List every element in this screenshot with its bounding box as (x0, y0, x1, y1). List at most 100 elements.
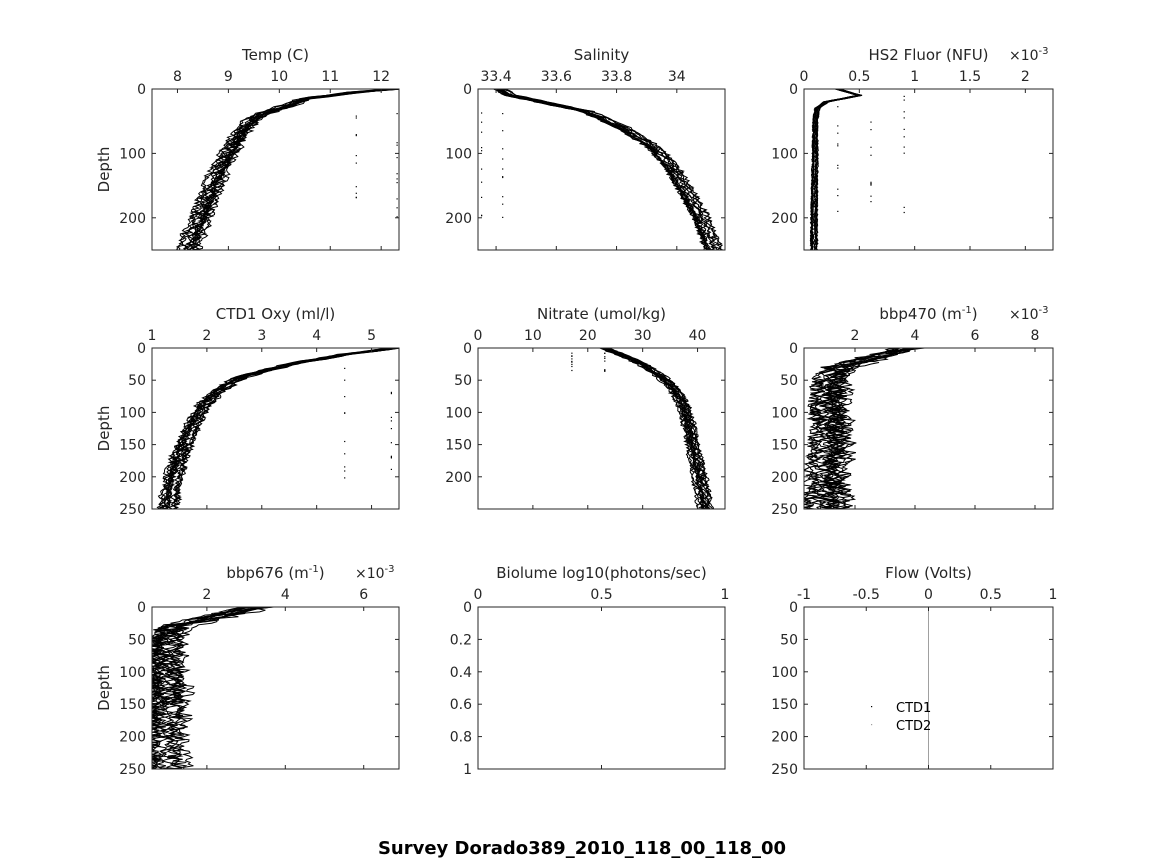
outlier-point (502, 168, 504, 170)
x-tick-label: 5 (367, 328, 376, 344)
outlier-point (870, 121, 872, 123)
outlier-point (344, 466, 346, 468)
outlier-point (396, 178, 398, 180)
outlier-point (502, 216, 504, 218)
y-tick-label: 200 (119, 470, 146, 486)
outlier-point (837, 188, 839, 190)
y-tick-label: 150 (119, 438, 146, 454)
profile-cast (156, 348, 392, 509)
profile-cast (192, 89, 399, 250)
outlier-point (903, 206, 905, 208)
outlier-point (396, 207, 398, 209)
subplot-title: Salinity (574, 46, 630, 64)
outlier-point (481, 168, 483, 170)
y-tick-label: 0 (463, 82, 472, 98)
outlier-point (396, 198, 398, 200)
outlier-point (481, 121, 483, 123)
x-tick-label: 8 (1031, 328, 1040, 344)
plot-area (809, 89, 905, 250)
outlier-point (344, 379, 346, 381)
outlier-point (355, 135, 357, 137)
subplot-title: CTD1 Oxy (ml/l) (216, 305, 336, 323)
x-tick-label: 0.5 (980, 587, 1002, 603)
exponent-label: ×10-3 (1009, 305, 1049, 323)
outlier-point (390, 442, 392, 444)
outlier-point (355, 196, 357, 198)
axes-box (803, 88, 1054, 251)
subplot: 0 0.5 1 1.5 2 0 100 200 HS2 Fluor (NFU) ×10-3 (771, 46, 1054, 251)
y-tick-label: 0.4 (450, 665, 472, 681)
x-tick-label: 2 (202, 587, 211, 603)
outlier-point (481, 181, 483, 183)
outlier-point (344, 453, 346, 455)
outlier-point (903, 152, 905, 154)
x-tick-label: 11 (321, 69, 339, 85)
subplot: 33.4 33.6 33.8 34 0 100 200 Salinity (445, 46, 726, 251)
subplot: 2 4 6 0 50 100 150 200 250 bbp676 (m-1) ×10-3 Depth (95, 564, 400, 778)
outlier-point (604, 360, 606, 362)
y-axis-label: Depth (95, 406, 113, 452)
axes-box (151, 88, 400, 251)
profile-cast (602, 348, 707, 509)
outlier-point (396, 157, 398, 159)
legend-entry: CTD2 (896, 719, 931, 734)
y-tick-label: 250 (119, 762, 146, 778)
exponent-label: ×10-3 (355, 564, 395, 582)
x-tick-label: 34 (668, 69, 686, 85)
x-tick-label: 6 (359, 587, 368, 603)
y-tick-label: 150 (771, 438, 798, 454)
subplot-title: Nitrate (umol/kg) (537, 305, 666, 323)
outlier-point (870, 146, 872, 148)
outlier-point (837, 195, 839, 197)
outlier-point (344, 412, 346, 414)
axes-box (151, 347, 400, 510)
outlier-point (502, 130, 504, 132)
outlier-point (355, 155, 357, 157)
y-tick-label: 50 (128, 632, 146, 648)
profile-cast (176, 89, 391, 250)
y-tick-label: 0.2 (450, 632, 472, 648)
y-tick-label: 0 (137, 82, 146, 98)
outlier-point (502, 158, 504, 160)
axes-box (803, 347, 1054, 510)
y-axis-label: Depth (95, 665, 113, 711)
axes-box (477, 88, 726, 251)
x-tick-label: 2 (851, 328, 860, 344)
outlier-point (903, 211, 905, 214)
outlier-point (837, 145, 839, 147)
outlier-point (355, 134, 357, 136)
outlier-point (502, 176, 504, 179)
outlier-point (571, 365, 573, 368)
plot-area (176, 89, 399, 250)
y-tick-label: 100 (445, 405, 472, 421)
y-tick-label: 0 (137, 600, 146, 616)
outlier-point (396, 216, 398, 218)
x-tick-label: 30 (634, 328, 652, 344)
x-tick-label: 0.5 (590, 587, 612, 603)
outlier-point (481, 196, 483, 198)
outlier-point (903, 136, 905, 138)
plot-area (152, 607, 274, 769)
subplot-title: Biolume log10(photons/sec) (496, 564, 707, 582)
y-tick-label: 100 (119, 665, 146, 681)
outlier-point (390, 455, 392, 457)
x-tick-label: 33.4 (480, 69, 511, 85)
y-tick-label: 50 (454, 373, 472, 389)
profile-cast (152, 607, 255, 769)
subplot: 0 10 20 30 40 0 50 100 150 200 Nitrate (umol/kg) (445, 305, 726, 510)
outlier-point (604, 370, 606, 372)
outlier-point (837, 167, 839, 169)
axes-box (151, 606, 400, 770)
outlier-point (344, 477, 346, 479)
x-tick-label: 3 (257, 328, 266, 344)
profile-cast (810, 89, 859, 250)
subplot-title: Temp (C) (241, 46, 309, 64)
y-tick-label: 150 (771, 697, 798, 713)
x-tick-label: 0 (474, 587, 483, 603)
y-tick-label: 1 (463, 762, 472, 778)
outlier-point (604, 357, 606, 359)
x-tick-label: 1 (910, 69, 919, 85)
x-tick-label: 1.5 (959, 69, 981, 85)
y-tick-label: 0.6 (450, 697, 472, 713)
